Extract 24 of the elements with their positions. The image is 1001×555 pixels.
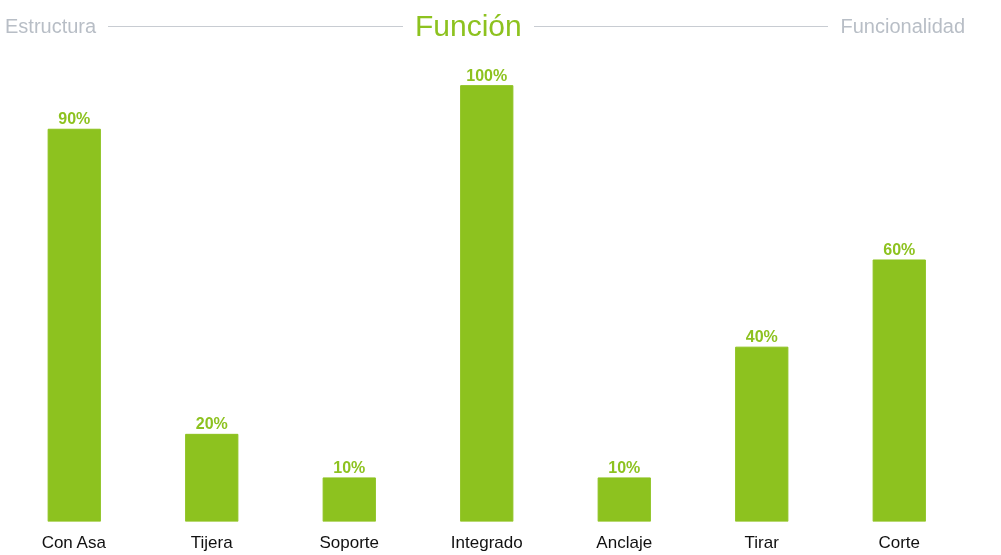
data-label: 40% bbox=[745, 328, 778, 346]
bar bbox=[47, 128, 101, 522]
x-tick-label: Soporte bbox=[319, 532, 380, 552]
data-label: 100% bbox=[466, 66, 508, 84]
x-tick-label: Anclaje bbox=[596, 532, 653, 552]
text: Funcionalidad bbox=[840, 14, 966, 40]
data-label: 20% bbox=[195, 415, 228, 433]
x-tick-label: Tirar bbox=[744, 532, 780, 552]
data-label: 10% bbox=[333, 458, 366, 476]
chart-title: Función bbox=[414, 8, 522, 44]
text: Estructura bbox=[5, 14, 97, 40]
x-tick-label: Con Asa bbox=[41, 532, 107, 552]
bar bbox=[185, 433, 239, 522]
data-label: 60% bbox=[883, 240, 916, 258]
data-label: 10% bbox=[608, 458, 641, 476]
bar bbox=[872, 259, 926, 522]
x-tick-label: Tijera bbox=[190, 532, 234, 552]
bar bbox=[735, 346, 789, 522]
x-tick-label: Corte bbox=[878, 532, 921, 552]
x-tick-label: Integrado bbox=[450, 532, 523, 552]
data-label: 90% bbox=[58, 110, 91, 128]
bar bbox=[597, 477, 651, 522]
bar bbox=[322, 477, 376, 522]
bar bbox=[460, 85, 514, 522]
